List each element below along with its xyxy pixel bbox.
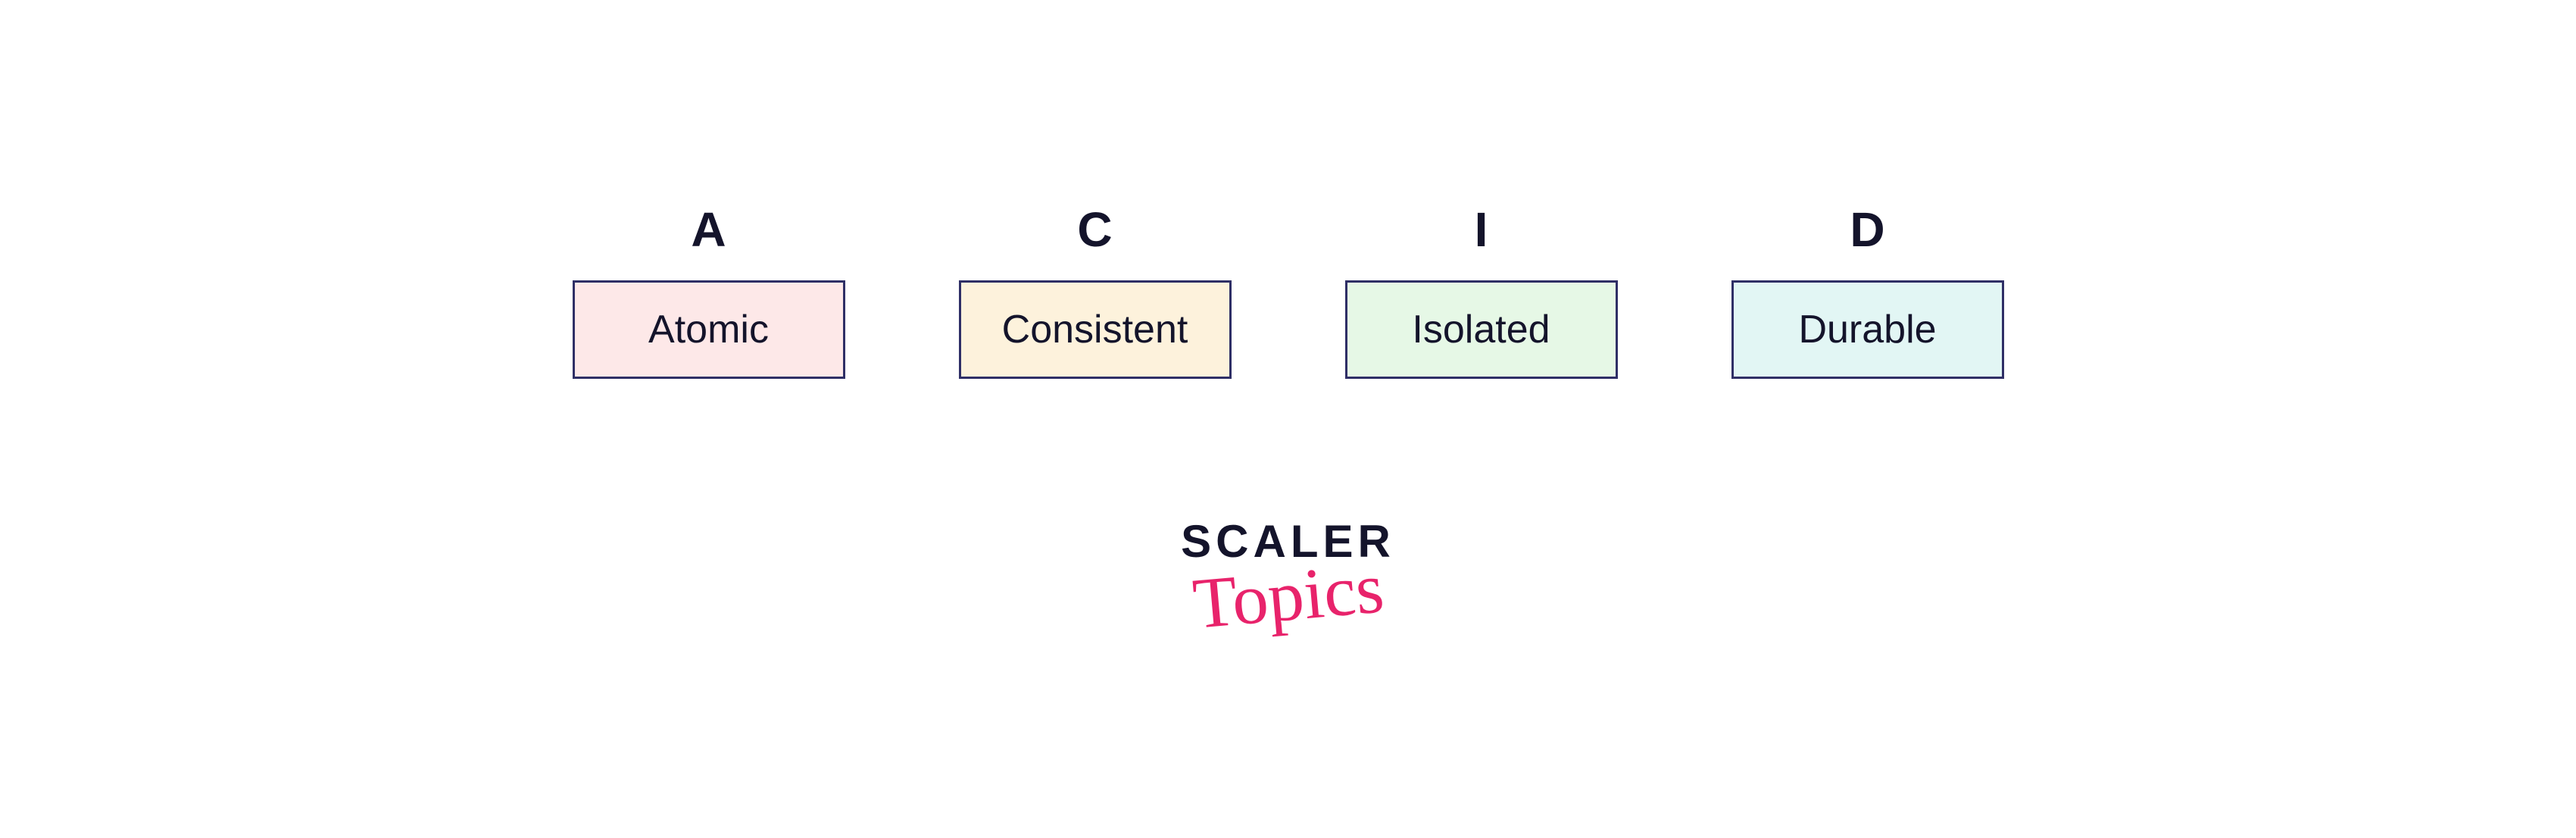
box-atomic: Atomic xyxy=(573,280,845,379)
acid-diagram: A Atomic C Consistent I Isolated D Durab… xyxy=(573,202,2004,637)
letter-d: D xyxy=(1850,202,1884,258)
box-group-atomic: A Atomic xyxy=(573,202,845,379)
box-group-consistent: C Consistent xyxy=(959,202,1232,379)
scaler-topics-logo: SCALER Topics xyxy=(1181,515,1395,637)
box-isolated: Isolated xyxy=(1345,280,1618,379)
box-group-durable: D Durable xyxy=(1731,202,2004,379)
letter-a: A xyxy=(691,202,726,258)
letter-i: I xyxy=(1475,202,1488,258)
box-durable: Durable xyxy=(1731,280,2004,379)
logo-sub-text: Topics xyxy=(1189,546,1387,646)
letter-c: C xyxy=(1077,202,1112,258)
box-consistent: Consistent xyxy=(959,280,1232,379)
box-group-isolated: I Isolated xyxy=(1345,202,1618,379)
boxes-row: A Atomic C Consistent I Isolated D Durab… xyxy=(573,202,2004,379)
